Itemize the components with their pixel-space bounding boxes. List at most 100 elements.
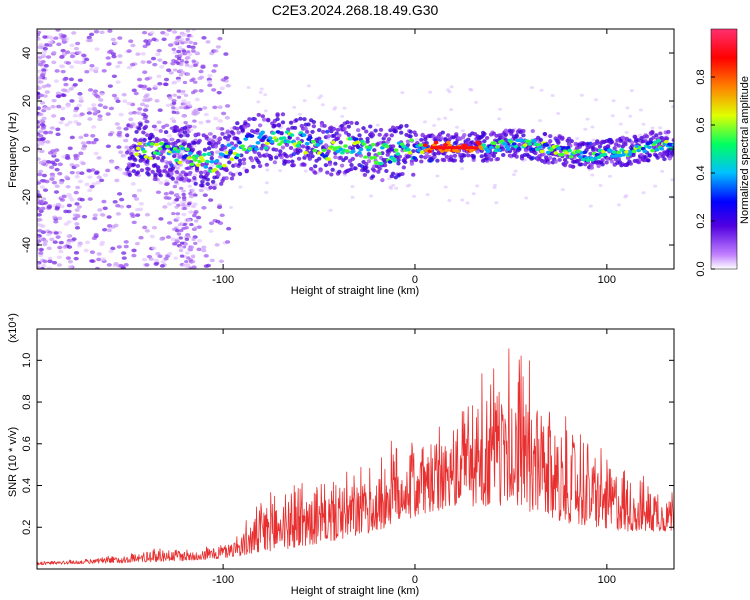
- spectrogram-cell: [69, 135, 75, 140]
- spectrogram-cell: [78, 96, 84, 100]
- spectrogram-cell: [133, 91, 139, 96]
- spectrogram-cell: [206, 146, 212, 151]
- spectrogram-cell: [413, 132, 419, 137]
- spectrogram-cell: [46, 246, 52, 251]
- spectrogram-y-tick-label: 0: [21, 146, 33, 152]
- spectrogram-cell: [159, 65, 165, 69]
- spectrogram-cell: [325, 170, 330, 175]
- spectrogram-cell: [548, 155, 553, 160]
- spectrogram-cell: [178, 236, 183, 240]
- spectrogram-cell: [183, 222, 188, 226]
- spectrogram-cell: [186, 101, 191, 105]
- spectrogram-cell: [575, 137, 580, 141]
- spectrogram-cell: [37, 212, 42, 217]
- spectrogram-cell: [392, 158, 398, 163]
- spectrogram-cell: [68, 87, 74, 91]
- spectrogram-cell: [154, 142, 160, 147]
- spectrogram-cell: [368, 194, 373, 198]
- spectrogram-cell: [43, 64, 49, 68]
- spectrogram-cell: [42, 35, 48, 39]
- spectrogram-cell: [240, 144, 246, 148]
- spectrogram-cell: [346, 124, 351, 129]
- spectrogram-cell: [494, 201, 499, 205]
- spectrogram-cell: [177, 39, 183, 43]
- spectrogram-cell: [355, 140, 361, 144]
- spectrogram-cell: [414, 137, 419, 141]
- spectrogram-cell: [80, 141, 86, 145]
- spectrogram-cell: [133, 197, 140, 201]
- spectrogram-cell: [62, 77, 68, 82]
- spectrogram-cell: [136, 111, 142, 115]
- spectrogram-cell: [286, 127, 291, 132]
- spectrogram-cell: [306, 84, 311, 88]
- spectrogram-cell: [106, 263, 112, 267]
- spectrogram-cell: [602, 152, 608, 157]
- spectrogram-cell: [396, 158, 401, 163]
- spectrogram-cell: [52, 215, 58, 220]
- spectrogram-cell: [164, 181, 170, 186]
- spectrogram-cell: [110, 37, 116, 42]
- spectrogram-cell: [136, 188, 143, 193]
- spectrogram-cell: [236, 130, 241, 135]
- spectrogram-cell: [160, 259, 166, 264]
- spectrogram-cell: [164, 123, 170, 128]
- spectrogram-cell: [330, 140, 336, 145]
- spectrogram-cell: [465, 201, 470, 205]
- spectrogram-cell: [174, 205, 179, 209]
- spectrogram-cell: [372, 148, 377, 153]
- spectrogram-cell: [241, 157, 247, 162]
- spectrogram-cell: [85, 38, 92, 43]
- spectrogram-cell: [191, 112, 196, 116]
- spectrogram-cell: [38, 112, 44, 117]
- spectrogram-cell: [330, 167, 335, 172]
- spectrogram-cell: [326, 157, 332, 161]
- spectrogram-cell: [144, 93, 150, 97]
- spectrogram-cell: [74, 174, 80, 179]
- spectrogram-cell: [67, 120, 73, 125]
- spectrogram-cell: [172, 68, 178, 72]
- spectrogram-cell: [188, 128, 194, 132]
- spectrogram-cell: [69, 170, 75, 175]
- spectrogram-cell: [51, 98, 57, 103]
- spectrogram-cell: [41, 68, 47, 73]
- spectrogram-cell: [99, 240, 106, 245]
- spectrogram-cell: [418, 143, 424, 147]
- spectrogram-cell: [126, 65, 132, 70]
- spectrogram-cell: [37, 106, 42, 110]
- spectrogram-cell: [171, 110, 177, 114]
- spectrogram-cell: [90, 168, 96, 172]
- spectrogram-cell: [55, 127, 61, 132]
- spectrogram-cell: [157, 168, 162, 173]
- spectrogram-cell: [50, 174, 56, 179]
- spectrogram-cell: [605, 144, 611, 149]
- spectrogram-cell: [190, 90, 196, 95]
- spectrogram-cell: [64, 175, 70, 180]
- spectrogram-cell: [192, 119, 197, 123]
- spectrogram-cell: [37, 120, 40, 124]
- spectrogram-cell: [40, 206, 46, 211]
- spectrogram-peak-streak: [430, 146, 477, 150]
- spectrogram-cell: [610, 114, 615, 118]
- spectrogram-cell: [337, 133, 342, 138]
- spectrogram-cell: [138, 122, 143, 127]
- spectrogram-cell: [235, 121, 240, 126]
- spectrogram-cell: [167, 96, 173, 100]
- spectrogram-cell: [207, 74, 213, 78]
- spectrogram-cell: [75, 185, 81, 190]
- spectrogram-cell: [297, 112, 302, 116]
- spectrogram-cell: [93, 66, 99, 71]
- spectrogram-cell: [182, 130, 188, 135]
- spectrogram-cell: [123, 127, 129, 131]
- spectrogram-cell: [56, 104, 62, 109]
- spectrogram-cell: [216, 171, 221, 176]
- spectrogram-cell: [135, 170, 141, 175]
- spectrogram-cell: [65, 256, 72, 260]
- snr-panel: -100 0 100 0.2 0.4 0.6 0.8 1.0 Height of straig…: [7, 313, 675, 597]
- spectrogram-cell: [192, 213, 197, 218]
- spectrogram-cell: [179, 58, 185, 63]
- spectrogram-cell: [89, 63, 95, 68]
- spectrogram-cell: [304, 129, 310, 134]
- spectrogram-cell: [214, 150, 221, 154]
- spectrogram-cell: [38, 93, 44, 98]
- spectrogram-cell: [577, 155, 583, 159]
